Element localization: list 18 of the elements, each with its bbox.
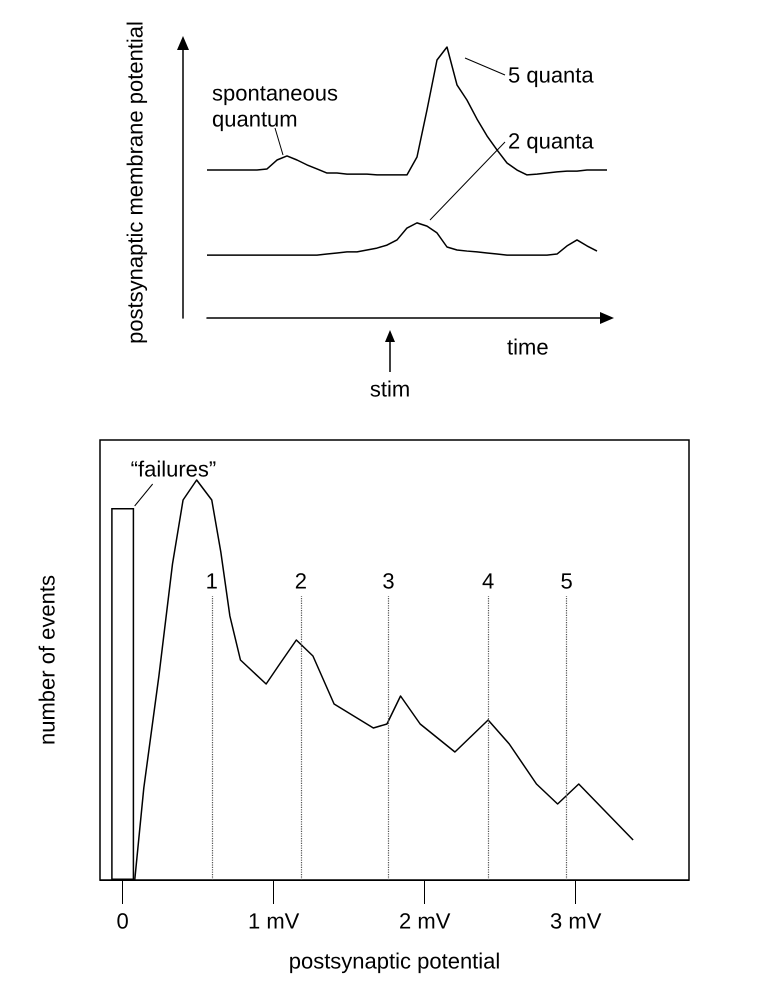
annotation: 3 [382,568,395,594]
annotation: 5 quanta [508,62,594,88]
x-tick-label: 2 mV [399,908,451,934]
annotation: 4 [482,568,494,594]
annotation: “failures” [130,456,216,482]
y-axis-title: postsynaptic membrane potential [122,21,148,344]
x-tick-label: 3 mV [550,908,602,934]
x-axis-title: time [507,334,549,360]
annotation: 2 quanta [508,128,594,154]
x-tick-label: 1 mV [248,908,300,934]
text: stim [370,376,410,402]
x-axis-title: postsynaptic potential [288,948,500,974]
annotation: spontaneous quantum [212,80,344,132]
annotation: 2 [294,568,307,594]
annotation: 5 [560,568,573,594]
y-axis-title: number of events [34,575,60,745]
x-tick-label: 0 [116,908,129,934]
annotation: 1 [206,568,218,594]
